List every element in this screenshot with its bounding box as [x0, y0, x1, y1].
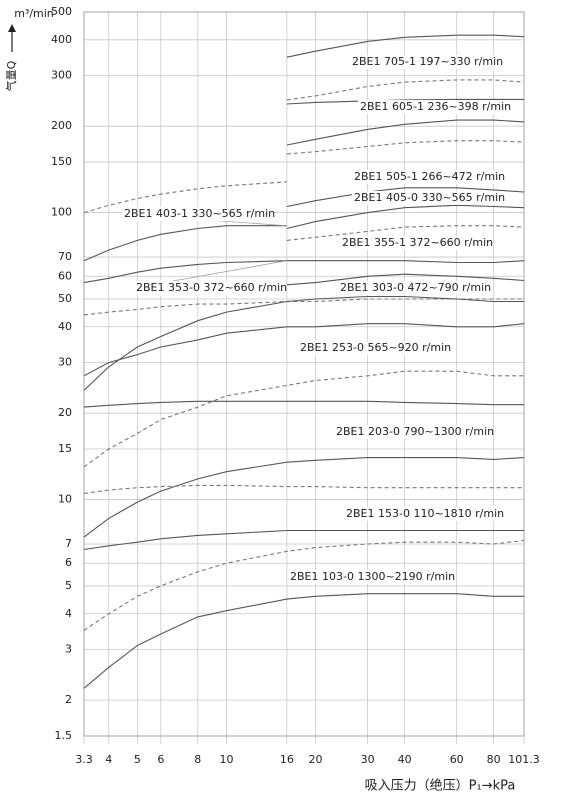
y-tick-label: 3	[65, 643, 72, 656]
label-bg	[298, 341, 450, 355]
curve-label: 2BE1 103-0 1300~2190 r/min	[290, 570, 455, 583]
y-tick-label: 15	[58, 442, 72, 455]
y-tick-label: 300	[51, 69, 72, 82]
y-tick-label: 400	[51, 33, 72, 46]
curve-label: 2BE1 605-1 236~398 r/min	[360, 100, 511, 113]
y-tick-label: 7	[65, 537, 72, 550]
curve	[286, 187, 525, 208]
x-tick-label: 101.3	[508, 753, 540, 766]
curve	[83, 295, 524, 391]
curve	[286, 119, 525, 146]
x-tick-label: 30	[361, 753, 375, 766]
y-tick-label: 6	[65, 556, 72, 569]
curve	[83, 484, 524, 495]
y-tick-label: 1.5	[55, 729, 73, 742]
curve-label: 2BE1 253-0 565~920 r/min	[300, 341, 451, 354]
curve-label: 2BE1 705-1 197~330 r/min	[352, 55, 503, 68]
curve	[83, 323, 525, 377]
y-arrow-head	[8, 24, 16, 32]
curve	[286, 204, 525, 230]
plot-frame	[83, 11, 525, 737]
curve	[83, 593, 524, 689]
x-tick-label: 60	[450, 753, 464, 766]
x-tick-label: 8	[194, 753, 201, 766]
label-bg	[344, 507, 502, 521]
curve-label: 2BE1 505-1 266~472 r/min	[354, 170, 505, 183]
label-bg	[340, 236, 492, 250]
curve	[83, 529, 524, 551]
curve	[83, 260, 525, 284]
curve	[83, 457, 525, 538]
curve-label: 2BE1 153-0 110~1810 r/min	[346, 507, 504, 520]
curve	[286, 98, 524, 105]
x-tick-label: 80	[487, 753, 501, 766]
curve	[83, 400, 524, 408]
y-tick-label: 60	[58, 269, 72, 282]
x-tick-label: 20	[309, 753, 323, 766]
curve	[286, 225, 525, 241]
x-tick-label: 5	[134, 753, 141, 766]
curve	[83, 181, 287, 214]
y-tick-label: 20	[58, 406, 72, 419]
x-axis-label: 吸入压力（绝压）P₁→kPa	[365, 778, 516, 794]
y-tick-label: 150	[51, 155, 72, 168]
y-tick-label: 4	[65, 607, 72, 620]
y-tick-label: 5	[65, 579, 72, 592]
curve	[83, 370, 524, 468]
label-bg	[338, 281, 490, 295]
x-tick-label: 40	[398, 753, 412, 766]
y-tick-label: 100	[51, 206, 72, 219]
y-tick-label: 2	[65, 693, 72, 706]
curve	[83, 225, 287, 262]
y-tick-label: 200	[51, 119, 72, 132]
curve-label: 2BE1 403-1 330~565 r/min	[124, 207, 275, 220]
curve	[286, 34, 525, 58]
curve-label: 2BE1 203-0 790~1300 r/min	[336, 425, 494, 438]
curve	[286, 273, 525, 286]
y-tick-label: 10	[58, 493, 72, 506]
y-axis-label: 气量Q	[4, 60, 18, 91]
x-tick-label: 6	[157, 753, 164, 766]
x-tick-label: 16	[280, 753, 294, 766]
label-bg	[352, 191, 504, 205]
curve	[286, 140, 525, 155]
y-tick-label: 500	[51, 5, 72, 18]
y-tick-label: 50	[58, 292, 72, 305]
label-bg	[122, 207, 274, 221]
label-bg	[358, 100, 510, 114]
y-tick-label: 40	[58, 320, 72, 333]
y-unit: m³/min	[14, 7, 54, 20]
label-bg	[288, 570, 452, 584]
x-tick-label: 4	[105, 753, 112, 766]
x-tick-label: 10	[219, 753, 233, 766]
curve	[83, 539, 525, 631]
curve-label: 2BE1 303-0 472~790 r/min	[340, 281, 491, 294]
curve	[286, 79, 525, 101]
label-bg	[334, 425, 492, 439]
curve-label: 2BE1 355-1 372~660 r/min	[342, 236, 493, 249]
y-tick-label: 30	[58, 356, 72, 369]
label-bg	[350, 55, 502, 69]
curve	[83, 298, 524, 316]
label-bg	[352, 170, 504, 184]
curve-label: 2BE1 353-0 372~660 r/min	[136, 281, 287, 294]
label-bg	[134, 281, 286, 295]
curve-label: 2BE1 405-0 330~565 r/min	[354, 191, 505, 204]
x-tick-label: 3.3	[75, 753, 93, 766]
y-tick-label: 70	[58, 250, 72, 263]
